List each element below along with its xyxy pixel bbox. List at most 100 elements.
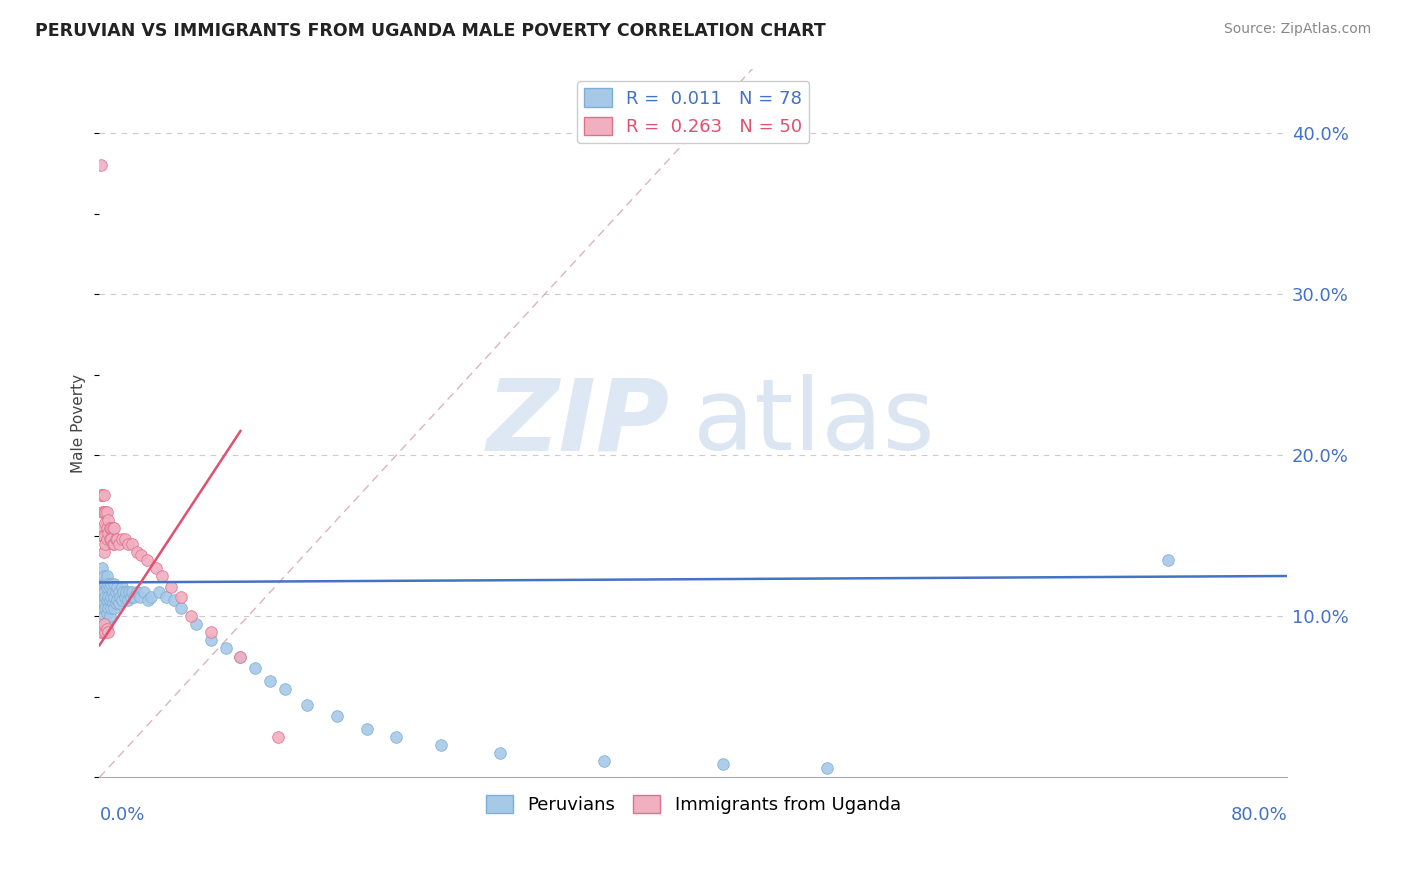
Point [105,580,128,594]
Point [111,580,134,594]
Point [128,590,150,604]
Point [103,601,125,615]
Point [96,569,118,583]
Point [107,585,129,599]
Point [155,590,177,604]
Point [259,673,281,688]
Point [297,698,319,712]
Point [121,537,143,551]
Y-axis label: Male Poverty: Male Poverty [72,374,86,473]
Point [90,488,112,502]
Point [121,585,143,599]
Point [184,617,207,632]
Point [111,593,134,607]
Point [136,553,159,567]
Point [96,622,118,636]
Point [100,532,122,546]
Point [430,738,453,752]
Point [112,585,135,599]
Point [101,537,124,551]
Point [93,585,115,599]
Point [103,521,125,535]
Point [98,580,121,594]
Point [97,525,120,540]
Point [356,722,378,736]
Point [96,504,118,518]
Point [200,625,222,640]
Point [90,158,112,172]
Point [90,577,112,591]
Point [170,590,193,604]
Point [93,609,115,624]
Point [91,561,114,575]
Point [101,585,124,599]
Point [229,649,252,664]
Point [245,661,267,675]
Point [94,516,117,530]
Point [93,596,115,610]
Point [115,585,138,599]
Point [96,521,118,535]
Legend: Peruvians, Immigrants from Uganda: Peruvians, Immigrants from Uganda [478,788,908,822]
Point [180,609,202,624]
Point [214,641,236,656]
Point [97,625,120,640]
Point [91,593,114,607]
Point [129,548,152,562]
Point [97,601,120,615]
Point [94,617,117,632]
Point [200,633,222,648]
Point [117,593,139,607]
Point [96,532,118,546]
Point [96,593,118,607]
Point [94,537,117,551]
Point [94,625,117,640]
Point [94,590,117,604]
Point [97,577,120,591]
Point [101,521,124,535]
Text: 80.0%: 80.0% [1230,806,1286,824]
Point [132,585,155,599]
Point [125,545,148,559]
Point [111,532,134,546]
Text: PERUVIAN VS IMMIGRANTS FROM UGANDA MALE POVERTY CORRELATION CHART: PERUVIAN VS IMMIGRANTS FROM UGANDA MALE … [35,22,825,40]
Text: atlas: atlas [693,375,935,472]
Point [91,601,114,615]
Point [93,617,115,632]
Point [93,488,115,502]
Point [141,590,163,604]
Point [120,590,142,604]
Point [90,625,112,640]
Point [104,532,127,546]
Point [229,649,252,664]
Point [90,593,112,607]
Point [97,590,120,604]
Point [114,590,136,604]
Point [90,521,112,535]
Point [145,561,167,575]
Point [93,569,115,583]
Point [100,601,122,615]
Point [94,577,117,591]
Point [593,754,616,768]
Point [105,532,128,546]
Point [93,529,115,543]
Point [266,730,288,744]
Point [114,532,136,546]
Point [100,590,122,604]
Point [110,590,132,604]
Point [326,709,349,723]
Point [170,601,193,615]
Point [148,585,170,599]
Point [101,596,124,610]
Point [91,577,114,591]
Point [98,532,121,546]
Point [103,577,125,591]
Point [98,593,121,607]
Point [104,596,127,610]
Text: 0.0%: 0.0% [100,806,145,824]
Point [104,585,127,599]
Point [98,609,121,624]
Point [815,761,838,775]
Point [117,537,139,551]
